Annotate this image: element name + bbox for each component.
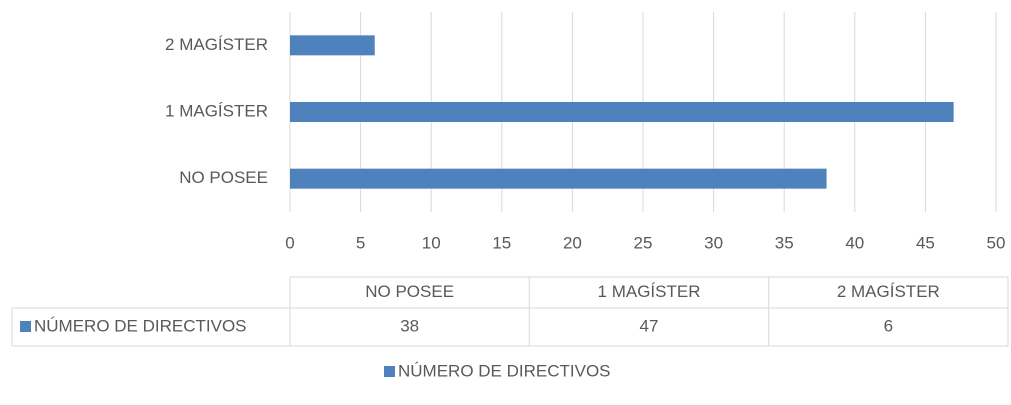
y-tick-label: 2 MAGÍSTER xyxy=(165,35,268,54)
table-header: 1 MAGÍSTER xyxy=(598,282,701,301)
x-tick-label: 10 xyxy=(422,233,441,252)
x-tick-label: 20 xyxy=(563,233,582,252)
x-tick-label: 5 xyxy=(356,233,365,252)
table-cell: 6 xyxy=(884,316,893,335)
x-tick-label: 15 xyxy=(492,233,511,252)
x-tick-label: 40 xyxy=(845,233,864,252)
bar xyxy=(290,102,954,122)
bar xyxy=(290,35,375,56)
x-tick-label: 45 xyxy=(916,233,935,252)
y-tick-label: 1 MAGÍSTER xyxy=(165,101,268,120)
table-cell: 38 xyxy=(400,316,419,335)
x-tick-label: 25 xyxy=(634,233,653,252)
x-tick-label: 30 xyxy=(704,233,723,252)
x-tick-label: 0 xyxy=(285,233,294,252)
table-row-label: NÚMERO DE DIRECTIVOS xyxy=(34,316,247,335)
table-header: 2 MAGÍSTER xyxy=(837,282,940,301)
table-cell: 47 xyxy=(640,316,659,335)
y-tick-label: NO POSEE xyxy=(179,168,268,187)
table-header: NO POSEE xyxy=(365,282,454,301)
bar xyxy=(290,168,827,189)
x-tick-label: 50 xyxy=(987,233,1006,252)
legend-key xyxy=(20,321,31,332)
x-tick-label: 35 xyxy=(775,233,794,252)
legend-label: NÚMERO DE DIRECTIVOS xyxy=(398,361,611,380)
legend-key xyxy=(384,366,395,377)
